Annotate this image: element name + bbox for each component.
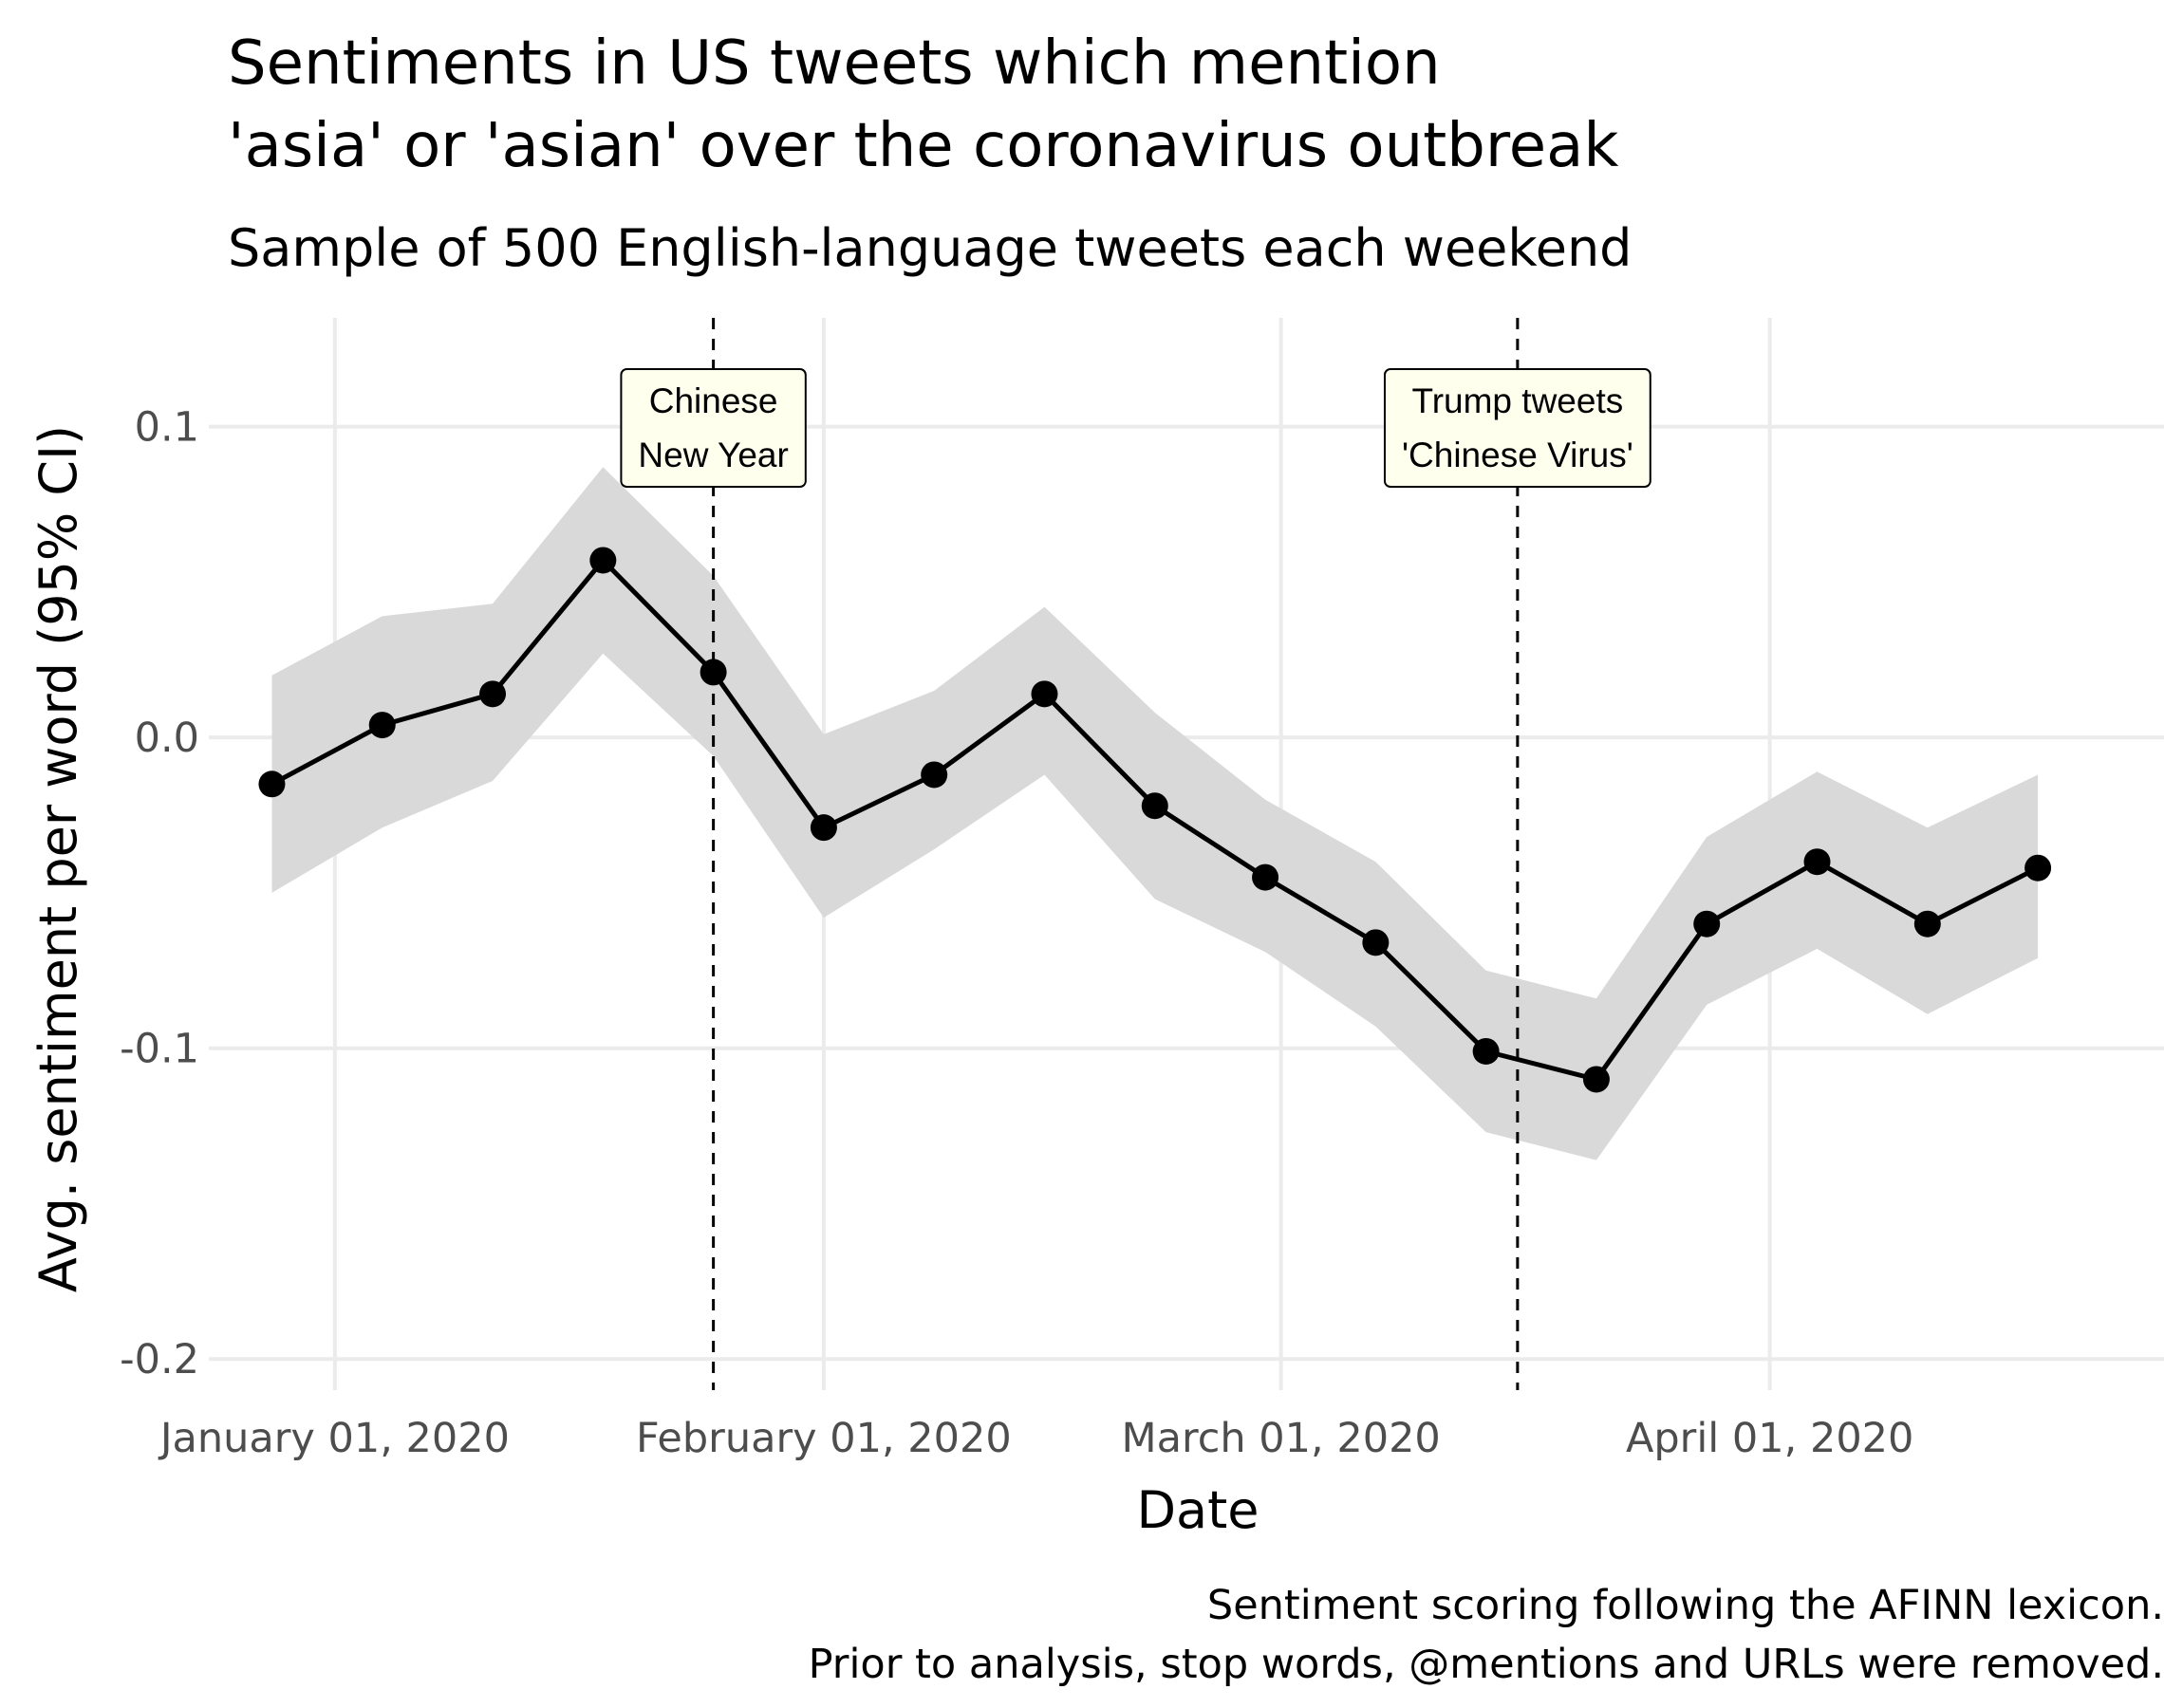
annotations: Chinese New Year Trump tweets 'Chinese Viru… [620, 368, 1651, 488]
title: Sentiments in US tweets which mention 'a… [228, 28, 1618, 181]
data-point [479, 680, 507, 708]
caption-line: Prior to analysis, stop words, @mentions… [809, 1641, 2164, 1688]
data-point [1141, 792, 1168, 820]
data-point [1031, 680, 1058, 708]
caption-line: Sentiment scoring following the AFINN le… [1207, 1582, 2164, 1629]
y-tick-label: 0.1 [135, 404, 199, 452]
title-line: 'asia' or 'asian' over the coronavirus o… [228, 111, 1618, 181]
annotation-text: Trump tweets [1411, 381, 1623, 420]
data-point [1693, 910, 1721, 938]
data-point [1362, 929, 1390, 956]
data-point [700, 659, 727, 686]
data-point [368, 712, 396, 739]
subtitle: Sample of 500 English-language tweets ea… [228, 218, 1632, 278]
x-tick-labels: January 01, 2020 February 01, 2020 March 0… [158, 1415, 1914, 1462]
annotation-box [620, 368, 807, 488]
data-point [589, 547, 617, 574]
y-tick-label: -0.1 [120, 1026, 199, 1073]
y-axis-title: Avg. sentiment per word (95% CI) [28, 425, 88, 1292]
data-point [1913, 910, 1941, 938]
x-tick-label: April 01, 2020 [1626, 1415, 1913, 1462]
y-tick-labels: 0.1 0.0 -0.1 -0.2 [120, 404, 199, 1384]
annotation-text: Chinese [649, 381, 778, 420]
annotation-text: 'Chinese Virus' [1402, 436, 1633, 474]
x-tick-label: February 01, 2020 [636, 1415, 1012, 1462]
annotation-box [1383, 368, 1651, 488]
data-point [1582, 1066, 1610, 1093]
title-line: Sentiments in US tweets which mention [228, 28, 1441, 99]
data-point [921, 761, 948, 789]
x-axis-title: Date [1136, 1480, 1259, 1540]
x-tick-label: January 01, 2020 [158, 1415, 510, 1462]
data-point [1252, 863, 1279, 891]
data-point [810, 814, 837, 842]
caption: Sentiment scoring following the AFINN le… [809, 1582, 2164, 1688]
data-point [2024, 854, 2052, 882]
y-tick-label: 0.0 [135, 715, 199, 762]
data-point [1803, 848, 1831, 876]
annotation-text: New Year [638, 436, 788, 474]
data-point [258, 770, 286, 798]
y-tick-label: -0.2 [120, 1336, 199, 1383]
data-point [1472, 1037, 1500, 1065]
series [258, 547, 2052, 1093]
x-tick-label: March 01, 2020 [1122, 1415, 1441, 1462]
